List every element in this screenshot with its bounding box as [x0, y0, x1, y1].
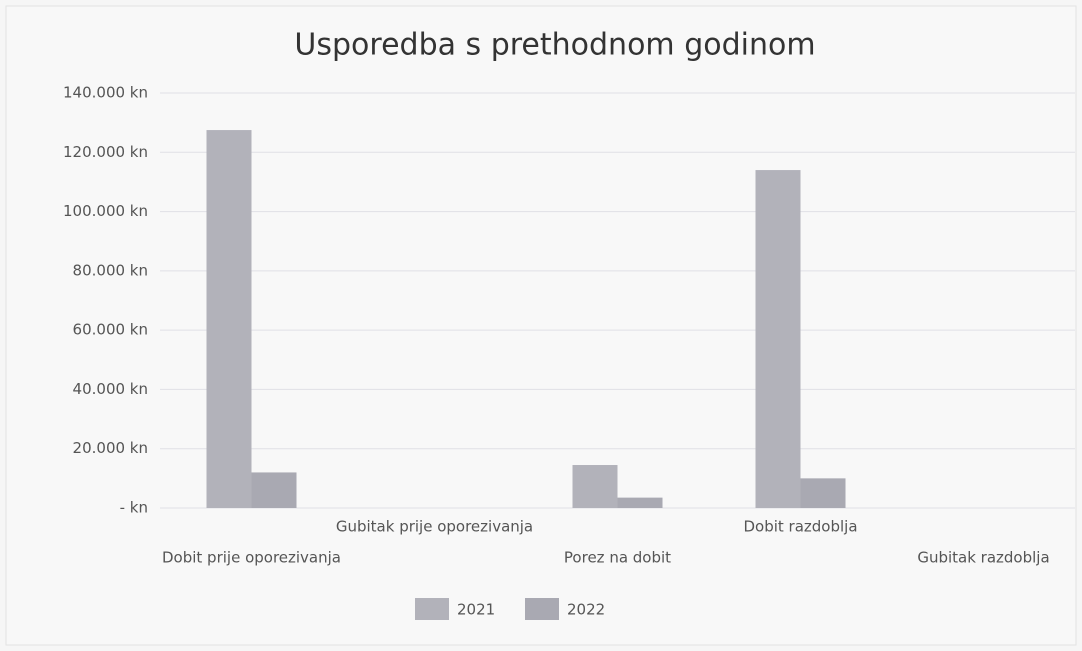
bar: [251, 472, 297, 508]
legend-label: 2022: [567, 601, 605, 619]
legend-label: 2021: [457, 601, 495, 619]
x-tick-label: Gubitak razdoblja: [917, 549, 1049, 567]
x-tick-label: Porez na dobit: [564, 549, 671, 567]
bar: [755, 170, 801, 509]
x-tick-label: Dobit razdoblja: [743, 518, 857, 536]
x-tick-label: Dobit prije oporezivanja: [162, 549, 341, 567]
bar: [572, 465, 618, 508]
y-tick-label: 140.000 kn: [63, 84, 148, 102]
y-tick-label: - kn: [120, 499, 148, 517]
bar: [206, 130, 252, 508]
y-tick-label: 100.000 kn: [63, 202, 148, 220]
chart-title: Usporedba s prethodnom godinom: [294, 28, 815, 63]
y-tick-label: 120.000 kn: [63, 143, 148, 161]
y-tick-label: 60.000 kn: [73, 321, 148, 339]
legend-swatch: [525, 598, 559, 620]
legend-swatch: [415, 598, 449, 620]
bar: [800, 478, 846, 508]
x-tick-label: Gubitak prije oporezivanja: [336, 518, 533, 536]
y-tick-label: 40.000 kn: [73, 380, 148, 398]
chart-frame: [5, 5, 1077, 646]
y-tick-label: 20.000 kn: [73, 439, 148, 457]
y-tick-label: 80.000 kn: [73, 261, 148, 279]
bar: [617, 497, 663, 508]
